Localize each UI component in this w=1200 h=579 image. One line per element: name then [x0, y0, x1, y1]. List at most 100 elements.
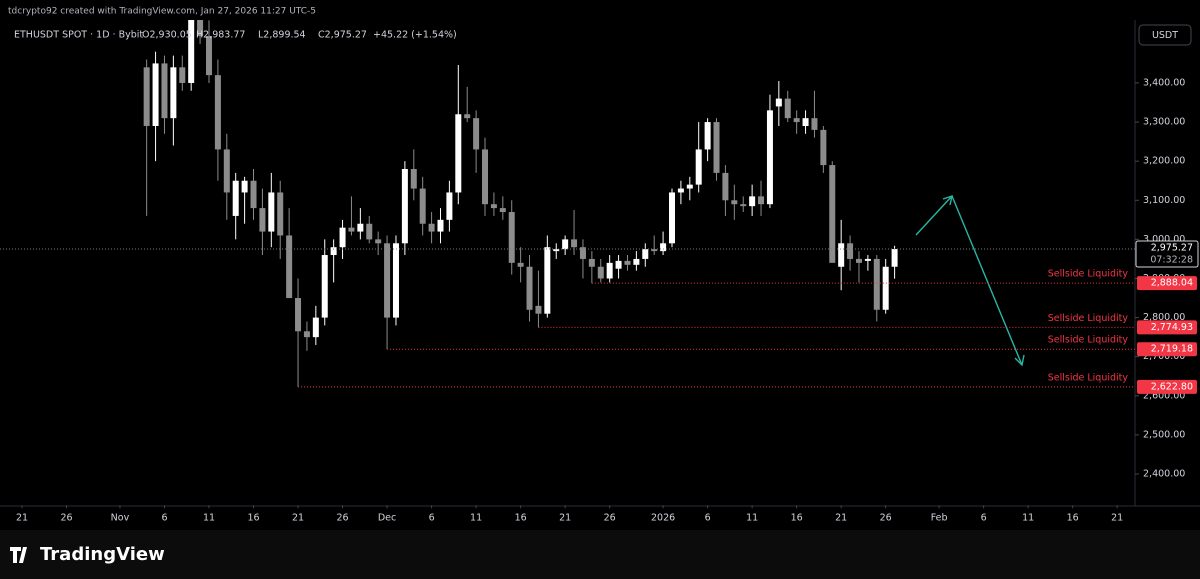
- last-price-label: 2,975.27: [1151, 243, 1193, 254]
- candle-body: [295, 298, 302, 332]
- candle-body: [838, 243, 845, 267]
- y-tick-label: 3,100.00: [1143, 195, 1185, 206]
- candle-body: [562, 239, 569, 250]
- candle-body: [713, 122, 720, 173]
- level-name: Sellside Liquidity: [1048, 269, 1129, 280]
- candle-body: [588, 258, 595, 267]
- candle-body: [321, 255, 328, 318]
- candle-body: [775, 98, 782, 107]
- high: H2,983.77: [196, 30, 245, 41]
- candle-body: [188, 20, 195, 83]
- x-tick-label: 26: [337, 513, 349, 524]
- y-tick-label: 3,000.00: [1143, 234, 1185, 245]
- candle-body: [677, 188, 684, 193]
- candle-body: [392, 243, 399, 318]
- candle-body: [419, 188, 426, 224]
- candle-body: [686, 184, 693, 189]
- level-label: 2,888.04: [1151, 278, 1193, 289]
- candle-body: [766, 110, 773, 205]
- candle-body: [366, 223, 373, 240]
- symbol: ETHUSDT SPOT · 1D · Bybit: [14, 30, 143, 41]
- candle-body: [205, 36, 212, 76]
- candle-body: [499, 208, 506, 213]
- brand: TradingView: [10, 544, 165, 565]
- arrow-up: [915, 195, 953, 236]
- x-tick-label: 6: [161, 513, 167, 524]
- candle-body: [473, 118, 480, 150]
- candle-body: [357, 223, 364, 232]
- countdown: 07:32:28: [1150, 255, 1193, 266]
- x-tick-label: 21: [1111, 513, 1123, 524]
- y-tick-label: 3,200.00: [1143, 156, 1185, 167]
- candle-body: [384, 243, 391, 318]
- y-tick-label: 3,300.00: [1143, 117, 1185, 128]
- logo-mark: [10, 547, 27, 563]
- candle-body: [170, 67, 177, 119]
- candle-body: [517, 262, 524, 267]
- x-tick-label: Dec: [378, 513, 396, 524]
- arrows: [915, 194, 1025, 367]
- candle-body: [464, 114, 471, 119]
- low: L2,899.54: [258, 30, 306, 41]
- level-box: [1137, 342, 1197, 357]
- candle-body: [330, 247, 337, 256]
- candle-body: [784, 98, 791, 119]
- x-tick-label: 21: [559, 513, 571, 524]
- candle-body: [544, 247, 551, 314]
- x-tick-label: Nov: [111, 513, 130, 524]
- y-tick-label: 2,400.00: [1143, 469, 1185, 480]
- candle-body: [268, 192, 275, 232]
- candle-body: [428, 223, 435, 232]
- brand-name: TradingView: [40, 544, 165, 565]
- x-tick-label: 16: [247, 513, 259, 524]
- candle-body: [232, 180, 239, 216]
- y-tick-label: 3,400.00: [1143, 77, 1185, 88]
- x-tick-label: 6: [705, 513, 711, 524]
- level-label: 2,622.80: [1151, 381, 1193, 392]
- arrow-head: [1014, 354, 1025, 367]
- candle-body: [446, 192, 453, 220]
- last-price-box: [1135, 240, 1199, 268]
- x-tick-label: 11: [746, 513, 758, 524]
- x-tick-label: Feb: [931, 513, 948, 524]
- x-tick-label: 16: [515, 513, 527, 524]
- candle-body: [811, 118, 818, 130]
- candle-body: [223, 149, 230, 193]
- level-label: 2,719.18: [1151, 344, 1193, 355]
- header: tdcrypto92 created with TradingView.com,…: [8, 7, 316, 17]
- level-label: 2,774.93: [1151, 322, 1193, 333]
- x-tick-label: 26: [60, 513, 72, 524]
- candle-body: [508, 212, 515, 263]
- candle-body: [437, 219, 444, 232]
- x-tick-label: 21: [835, 513, 847, 524]
- candle-body: [482, 149, 489, 205]
- candle-body: [161, 63, 168, 119]
- x-tick-label: 21: [16, 513, 28, 524]
- x-tick-label: 11: [470, 513, 482, 524]
- candle-body: [410, 168, 417, 189]
- candle-body: [820, 129, 827, 166]
- candle-body: [401, 168, 408, 244]
- x-tick-label: 11: [203, 513, 215, 524]
- candle-body: [197, 20, 204, 37]
- level-name: Sellside Liquidity: [1048, 335, 1129, 346]
- x-tick-label: 6: [981, 513, 987, 524]
- candle-body: [624, 260, 631, 265]
- candle-body: [143, 67, 150, 126]
- candle-body: [802, 118, 809, 126]
- candle-body: [553, 249, 560, 252]
- candle-body: [339, 227, 346, 248]
- x-tick-label: 21: [292, 513, 304, 524]
- candle-body: [179, 67, 186, 83]
- candle-body: [695, 149, 702, 185]
- candle-body: [749, 196, 756, 207]
- x-tick-label: 2026: [651, 513, 675, 524]
- currency-button[interactable]: [1138, 24, 1192, 46]
- candle-body: [303, 331, 310, 338]
- currency[interactable]: USDT: [1152, 30, 1178, 41]
- candle-body: [455, 114, 462, 193]
- candle-body: [704, 122, 711, 150]
- candle-body: [490, 204, 497, 209]
